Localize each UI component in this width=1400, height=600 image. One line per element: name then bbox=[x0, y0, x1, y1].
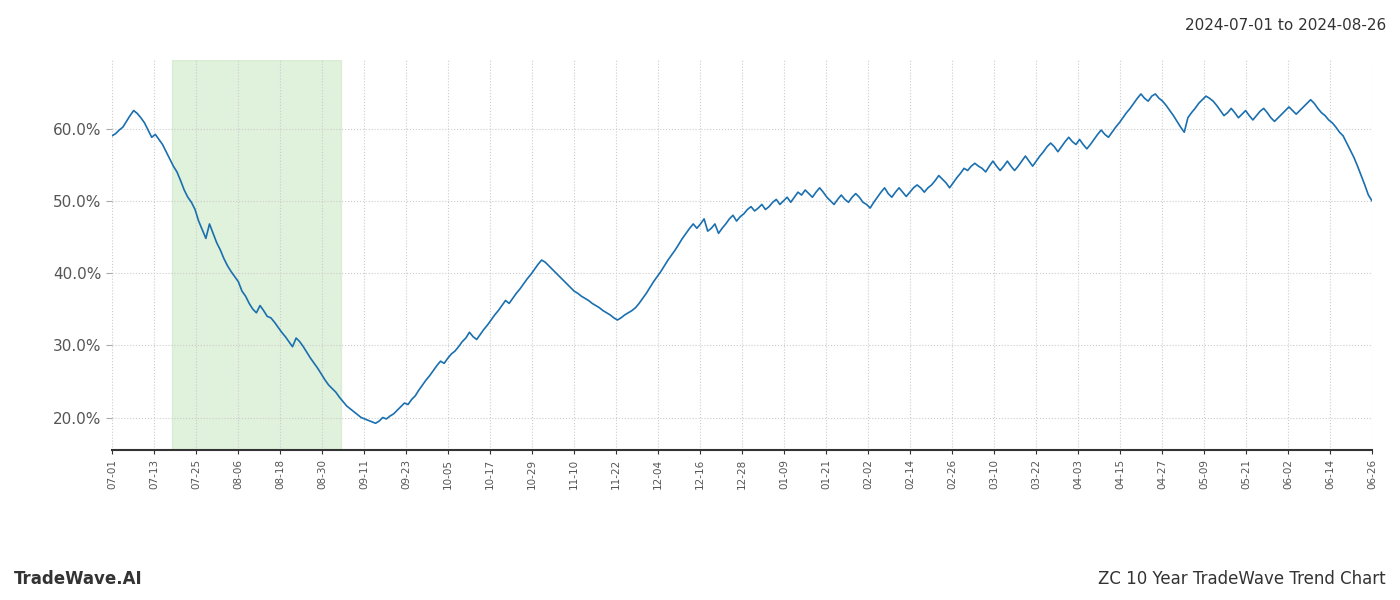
Text: 2024-07-01 to 2024-08-26: 2024-07-01 to 2024-08-26 bbox=[1184, 18, 1386, 33]
Text: ZC 10 Year TradeWave Trend Chart: ZC 10 Year TradeWave Trend Chart bbox=[1099, 570, 1386, 588]
Text: TradeWave.AI: TradeWave.AI bbox=[14, 570, 143, 588]
Bar bbox=[172, 60, 342, 450]
